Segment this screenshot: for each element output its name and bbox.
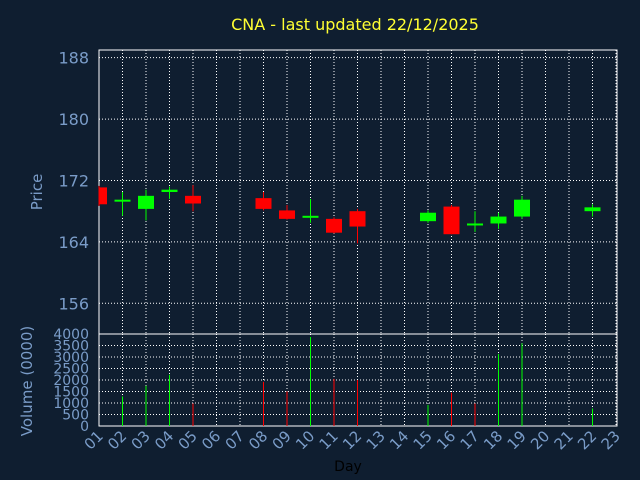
volume-tick-label: 0 [80,419,89,435]
day-axis-ticks: 0102030405060708091011121314151617181920… [81,427,624,453]
price-tick-label: 188 [58,49,89,68]
candle-12 [349,208,366,244]
day-tick-label: 20 [527,427,553,453]
price-panel: 188 180 172 164 156 Price [28,49,618,335]
candle-body [467,223,483,226]
candle-05 [185,185,201,212]
volume-tick-label: 1000 [53,396,89,412]
candle-body [161,189,178,192]
volume-tick-label: 1500 [53,385,89,401]
candle-body [326,218,342,233]
candle-01 [98,185,107,206]
price-tick-label: 180 [58,110,89,129]
candle-18 [490,212,507,229]
day-tick-label: 08 [245,427,271,453]
day-tick-label: 05 [175,427,201,453]
day-tick-label: 06 [198,427,224,453]
day-tick-label: 11 [316,427,342,453]
price-tick-label: 156 [58,294,89,313]
day-tick-label: 19 [504,427,530,453]
candle-19 [514,195,530,219]
volume-tick-label: 3500 [53,339,89,355]
candle-16 [443,205,460,235]
candle-body [114,199,131,202]
day-tick-label: 22 [574,427,600,453]
candle-body [255,198,272,209]
candle-02 [114,192,131,216]
day-tick-label: 12 [339,427,365,453]
day-tick-label: 13 [363,427,389,453]
candle-03 [138,189,154,221]
candle-04 [161,186,178,199]
candle-body [185,195,201,204]
candle-body [584,207,601,212]
day-tick-label: 10 [292,427,318,453]
price-axis-label: Price [28,174,46,211]
candle-08 [255,192,272,211]
day-tick-label: 07 [222,427,248,453]
candle-body [99,187,107,205]
day-tick-label: 03 [128,427,154,453]
day-tick-label: 17 [457,427,483,453]
candle-17 [467,211,483,232]
volume-tick-label: 2500 [53,362,89,378]
volume-tick-label: 4000 [53,327,89,343]
day-tick-label: 04 [151,427,177,453]
day-tick-label: 02 [104,427,130,453]
volume-bars [122,336,593,426]
price-axis-ticks: 188 180 172 164 156 [58,49,89,314]
candle-09 [279,205,295,220]
candle-11 [326,217,342,234]
price-tick-label: 164 [58,233,89,252]
volume-tick-label: 3000 [53,350,89,366]
day-tick-label: 15 [410,427,436,453]
candle-body [514,199,530,217]
candle-body [349,211,366,227]
candle-body [490,216,507,224]
day-tick-label: 16 [433,427,459,453]
day-tick-label: 14 [386,427,412,453]
candle-10 [302,198,319,223]
volume-tick-label: 2000 [53,373,89,389]
day-tick-label: 09 [269,427,295,453]
day-tick-label: 23 [598,427,624,453]
candle-body [138,195,154,209]
chart-title: CNA - last updated 22/12/2025 [231,15,479,34]
day-tick-label: 18 [480,427,506,453]
candles [98,185,601,244]
candle-body [420,212,436,222]
day-axis-label: Day [334,459,362,475]
volume-tick-label: 500 [62,408,89,424]
candle-15 [420,210,436,223]
volume-axis-label: Volume (0000) [18,326,36,436]
candle-body [279,210,295,219]
candle-body [443,206,460,235]
day-tick-label: 21 [551,427,577,453]
candle-22 [584,204,601,217]
candle-body [302,215,319,218]
price-tick-label: 172 [58,171,89,190]
